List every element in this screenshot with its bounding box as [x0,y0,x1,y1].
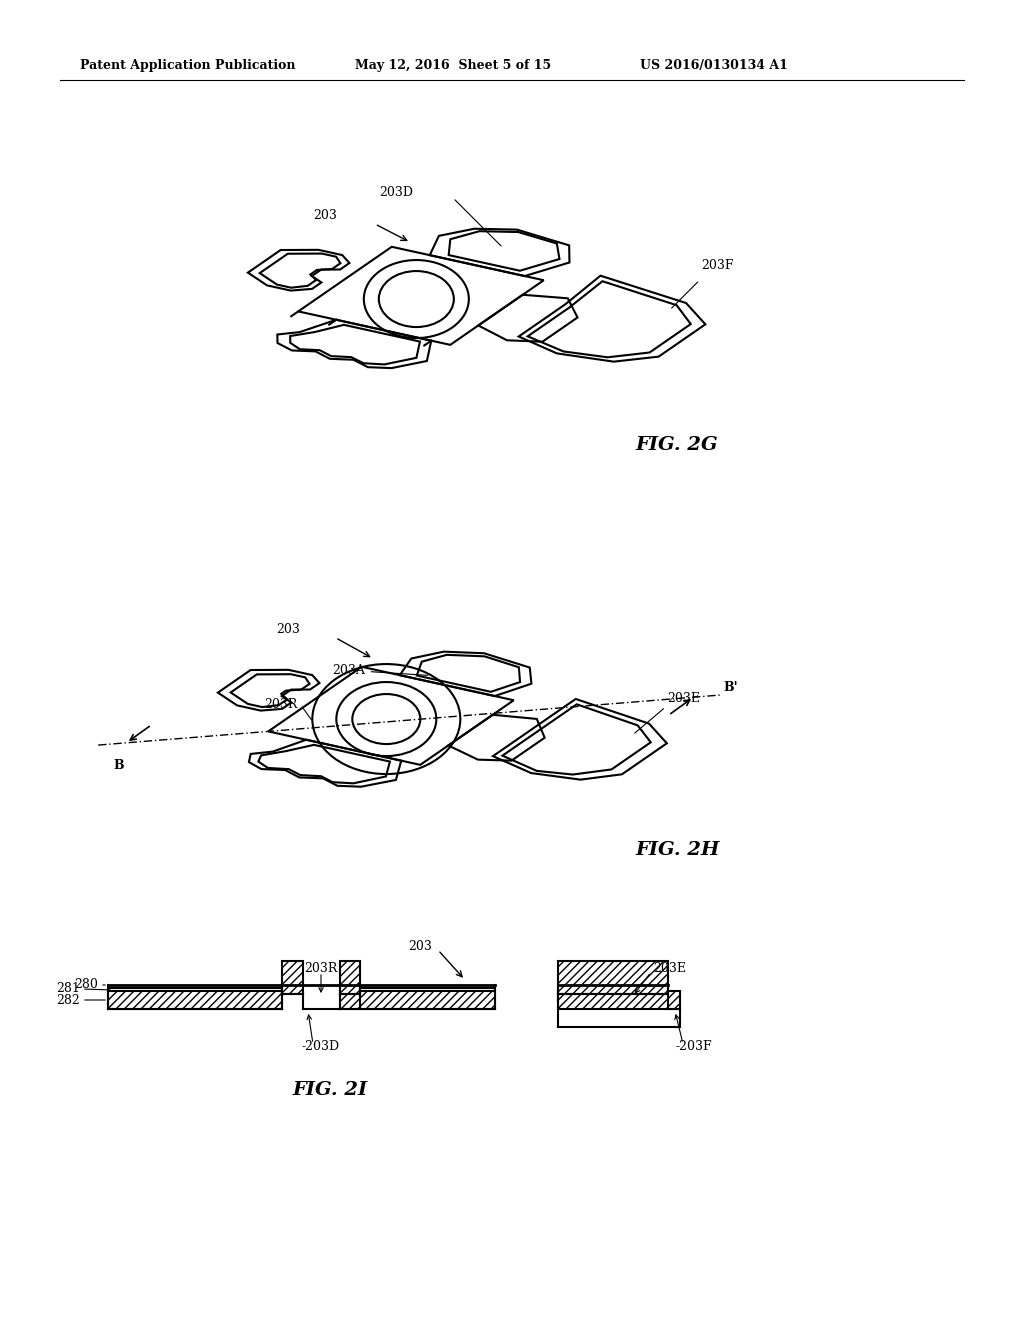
Text: -203D: -203D [302,1040,340,1053]
Text: FIG. 2I: FIG. 2I [293,1081,368,1100]
Text: FIG. 2G: FIG. 2G [635,436,718,454]
Text: B: B [114,759,124,772]
Text: 203A: 203A [333,664,366,677]
Text: 203F: 203F [701,259,734,272]
Text: 203: 203 [276,623,300,636]
Text: 203E: 203E [653,962,686,975]
Text: B': B' [724,681,738,694]
Text: 281: 281 [56,982,80,995]
Text: 203D: 203D [379,186,413,199]
Text: -203F: -203F [675,1040,712,1053]
Text: 280: 280 [74,978,98,991]
Text: US 2016/0130134 A1: US 2016/0130134 A1 [640,58,787,71]
Text: 203R: 203R [264,698,298,711]
Bar [108,991,282,1008]
Text: 203R: 203R [304,962,338,975]
Text: 203: 203 [408,940,432,953]
Bar [340,961,360,994]
Text: 203E: 203E [668,692,700,705]
Text: Patent Application Publication: Patent Application Publication [80,58,296,71]
Text: FIG. 2H: FIG. 2H [635,841,720,859]
Text: 203: 203 [313,210,337,222]
Bar [282,961,303,994]
Bar [558,991,680,1008]
Bar [340,991,495,1008]
Text: May 12, 2016  Sheet 5 of 15: May 12, 2016 Sheet 5 of 15 [355,58,551,71]
Bar [558,961,668,994]
Text: 282: 282 [56,994,80,1006]
